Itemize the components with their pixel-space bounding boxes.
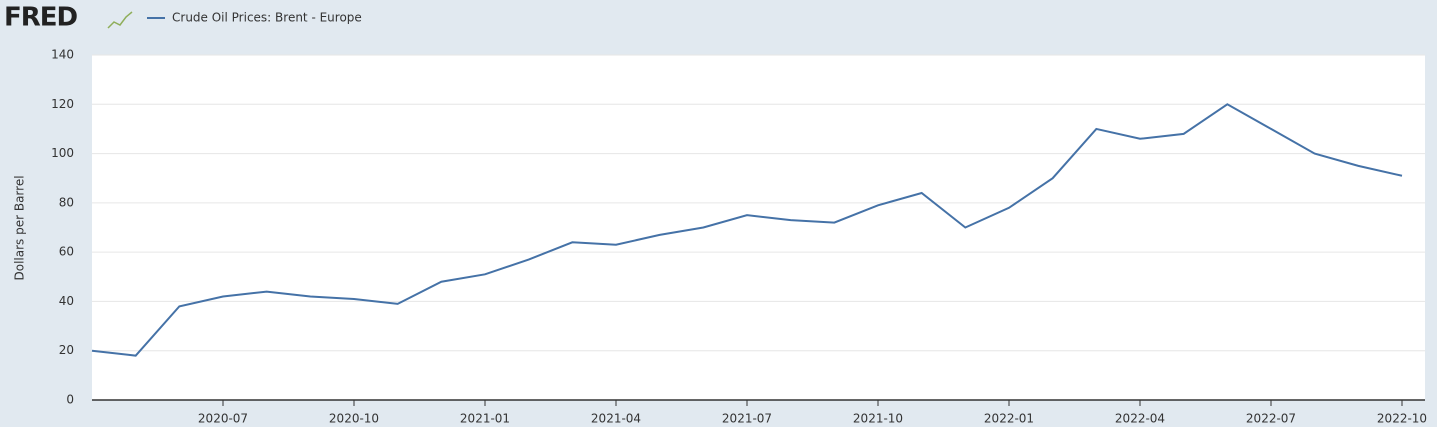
x-tick-label: 2020-10 [329,412,379,426]
y-tick-label: 100 [51,146,74,160]
x-tick-label: 2021-07 [722,412,772,426]
x-tick-label: 2022-01 [984,412,1034,426]
x-tick-label: 2022-07 [1246,412,1296,426]
x-tick-label: 2021-10 [853,412,903,426]
y-tick-label: 40 [59,294,74,308]
logo-icon [107,11,133,29]
logo: FRED [4,3,78,33]
y-tick-label: 60 [59,245,74,259]
plot-area [92,55,1425,400]
data-line [91,103,1403,357]
x-tick-label: 2020-07 [198,412,248,426]
y-axis-label: Dollars per Barrel [13,175,27,280]
y-tick-label: 120 [51,97,74,111]
x-tick-label: 2022-10 [1377,412,1427,426]
y-tick-label: 80 [59,195,74,209]
y-tick-label: 140 [51,48,74,62]
y-tick-label: 20 [59,343,74,357]
x-tick-label: 2021-04 [591,412,641,426]
x-tick-label: 2021-01 [460,412,510,426]
x-tick-label: 2022-04 [1115,412,1165,426]
y-tick-label: 0 [66,393,74,407]
legend-label: Crude Oil Prices: Brent - Europe [172,11,362,25]
